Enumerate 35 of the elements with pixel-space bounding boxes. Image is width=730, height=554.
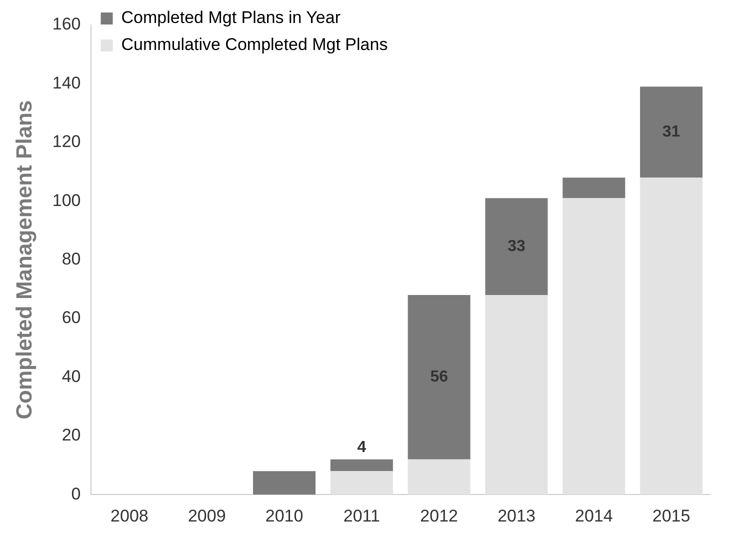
data-label: 33 xyxy=(508,238,526,255)
x-tick-label: 2009 xyxy=(188,506,226,526)
x-tick-label: 2015 xyxy=(652,506,690,526)
x-tick-label: 2014 xyxy=(574,506,613,526)
x-tick-label: 2012 xyxy=(420,506,458,526)
y-axis-title: Completed Management Plans xyxy=(11,100,36,420)
y-tick-label: 140 xyxy=(52,73,81,92)
x-tick-label: 2011 xyxy=(343,506,380,526)
x-tick-label: 2008 xyxy=(110,506,148,526)
bar xyxy=(640,86,703,178)
legend-label: Cummulative Completed Mgt Plans xyxy=(121,35,388,54)
bar xyxy=(330,459,393,472)
y-tick-label: 100 xyxy=(52,190,81,210)
bar xyxy=(408,295,470,460)
bar xyxy=(640,178,703,495)
y-tick-label: 60 xyxy=(62,308,81,328)
bar xyxy=(562,198,626,495)
bar xyxy=(330,471,393,495)
y-tick-label: 20 xyxy=(62,426,81,445)
y-tick-label: 80 xyxy=(62,249,81,268)
y-tick-label: 120 xyxy=(52,132,81,152)
y-tick-label: 160 xyxy=(52,14,81,34)
bar xyxy=(253,471,316,495)
bar xyxy=(485,295,548,495)
bar xyxy=(562,178,626,198)
x-tick-label: 2013 xyxy=(498,506,536,526)
bar xyxy=(485,198,548,296)
bar xyxy=(408,459,470,495)
data-label: 4 xyxy=(357,438,366,456)
y-tick-label: 0 xyxy=(71,484,81,504)
data-label: 56 xyxy=(430,368,448,386)
data-label: 31 xyxy=(662,124,680,141)
legend-label: Completed Mgt Plans in Year xyxy=(121,8,341,28)
x-tick-label: 2010 xyxy=(265,506,304,526)
y-tick-label: 40 xyxy=(62,366,81,386)
